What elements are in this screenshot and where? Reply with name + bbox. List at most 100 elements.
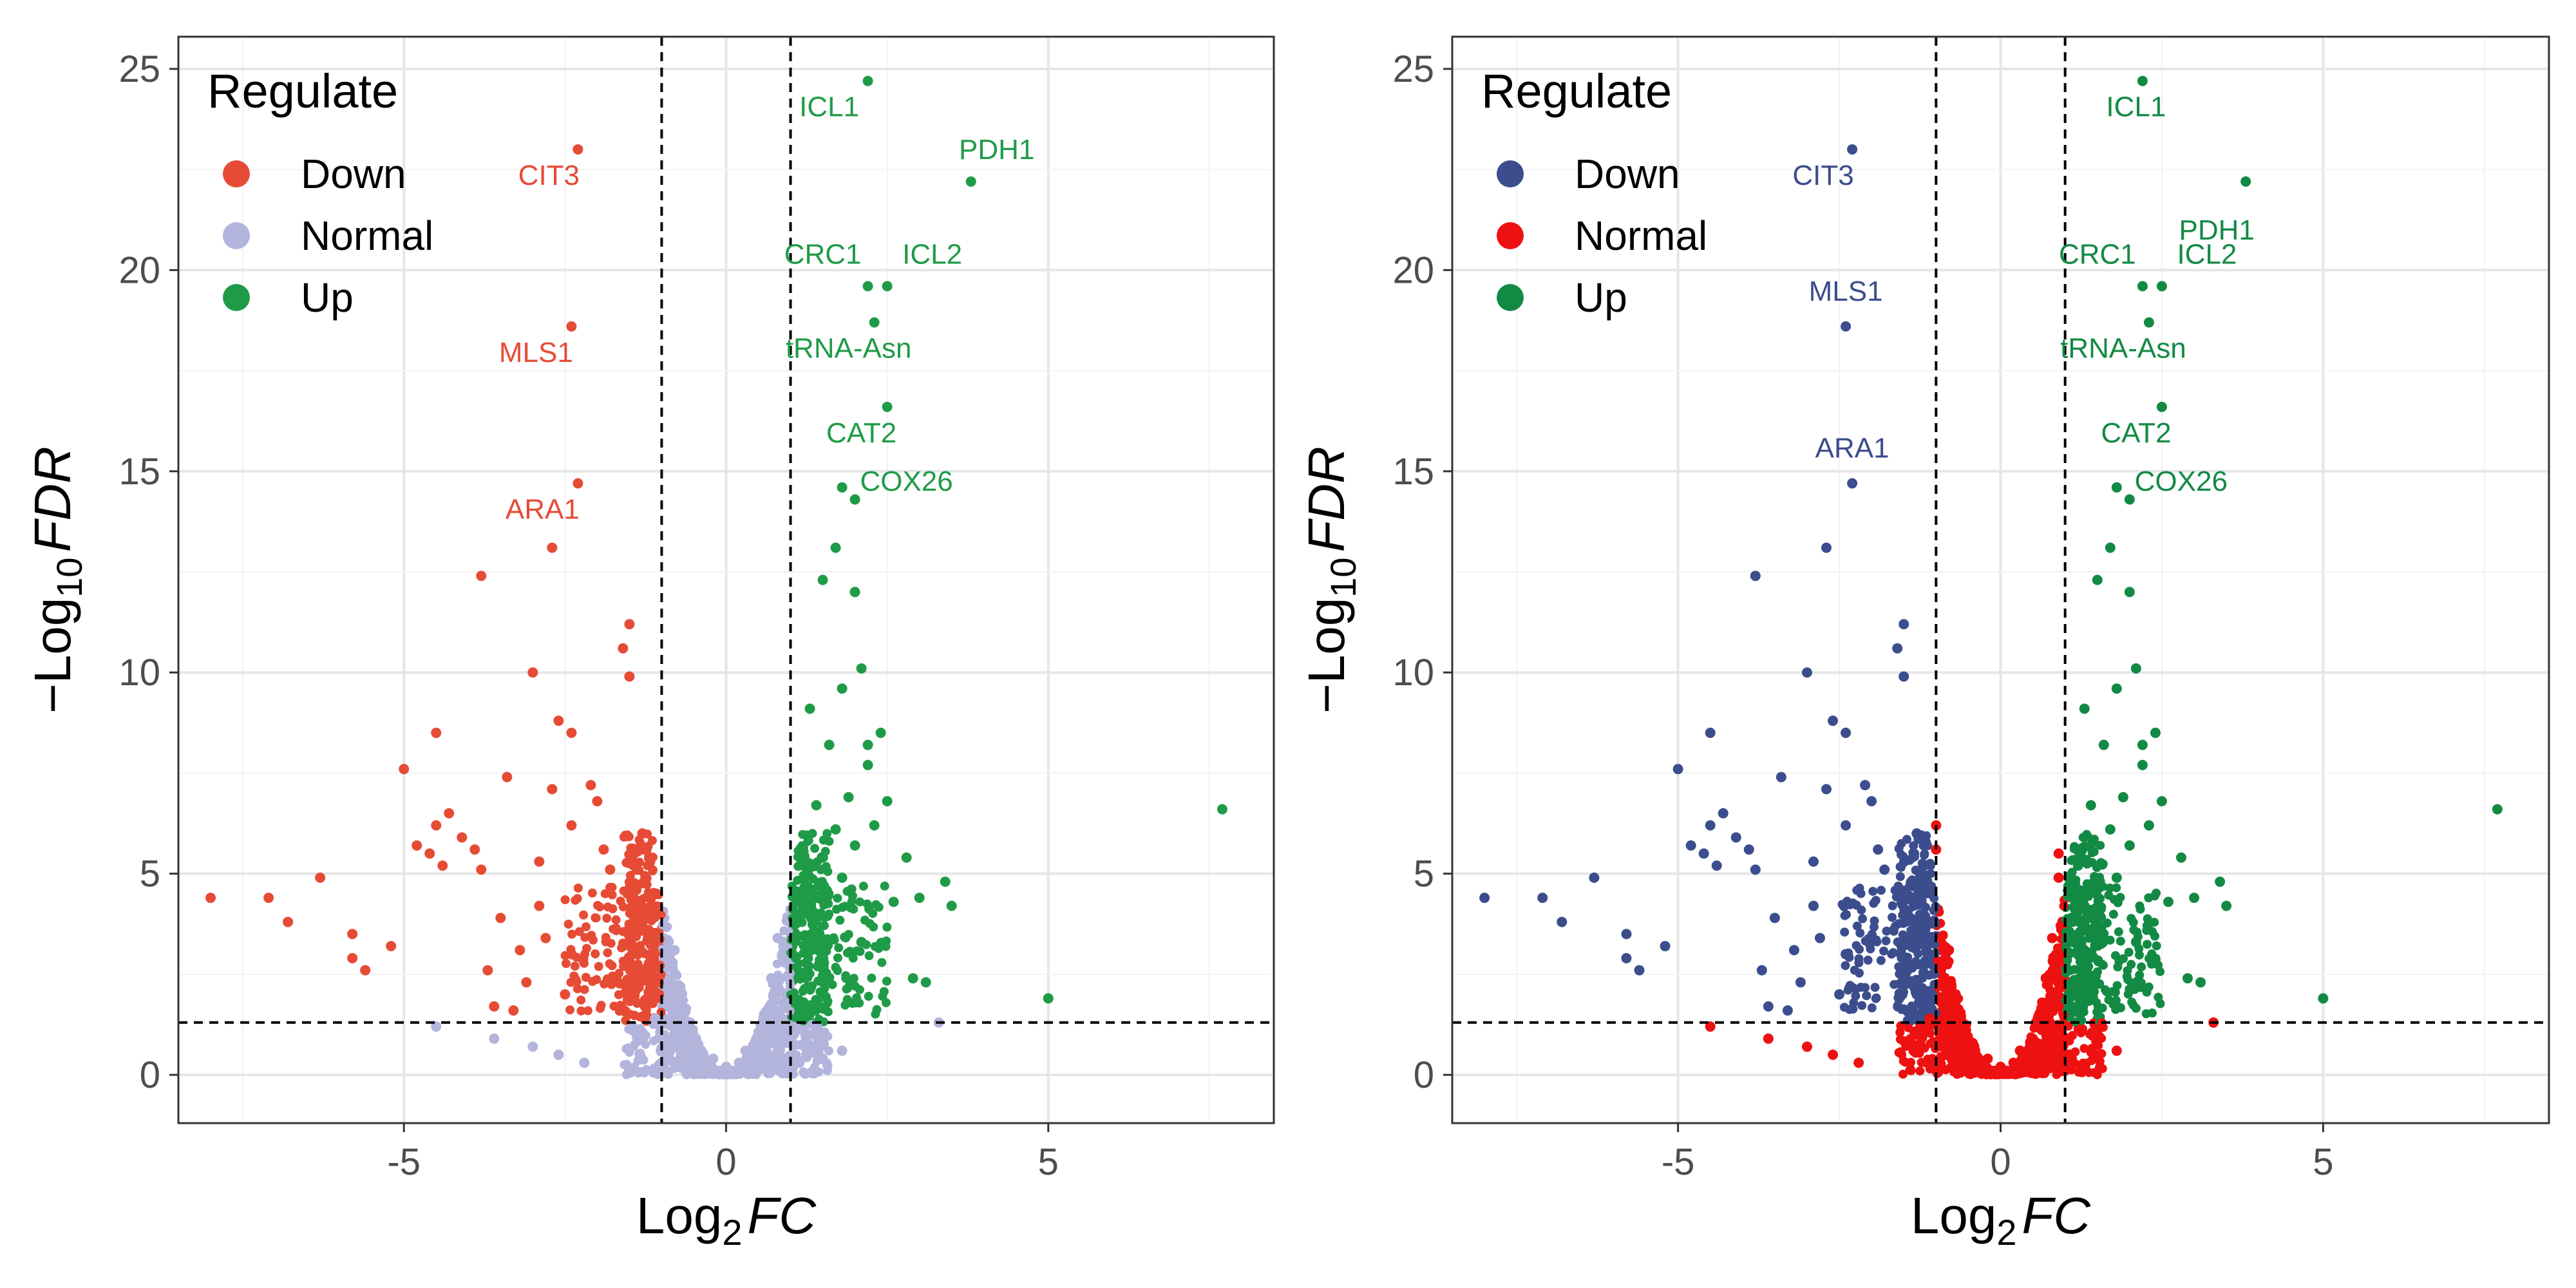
up-point <box>2156 796 2167 807</box>
normal-point <box>1931 844 1942 855</box>
up-point <box>2137 759 2148 770</box>
down-point <box>1917 991 1927 1001</box>
up-point <box>881 942 891 951</box>
up-point <box>2087 848 2097 858</box>
down-point <box>1855 928 1865 938</box>
normal-point <box>2045 985 2055 994</box>
down-point <box>631 949 641 958</box>
down-point <box>1895 949 1905 958</box>
y-tick-label: 25 <box>118 48 160 90</box>
up-point <box>867 973 876 983</box>
down-point <box>1589 872 1600 883</box>
normal-point <box>681 1061 690 1071</box>
down-point <box>1905 856 1915 866</box>
down-point <box>1891 892 1901 902</box>
up-point <box>2087 858 2097 867</box>
up-point <box>2240 176 2251 187</box>
down-point <box>1808 856 1819 867</box>
normal-point <box>2043 999 2053 1009</box>
normal-point <box>431 1021 442 1032</box>
down-point <box>614 990 623 999</box>
down-point <box>547 784 558 795</box>
down-point <box>624 619 635 630</box>
up-point <box>849 904 858 914</box>
down-point <box>1815 933 1826 943</box>
down-point <box>646 901 656 911</box>
up-point <box>882 922 892 932</box>
normal-point <box>1923 1054 1933 1064</box>
up-point <box>819 921 829 931</box>
down-point <box>652 987 661 997</box>
up-point <box>799 1016 808 1026</box>
down-point <box>1801 667 1812 678</box>
up-point <box>2070 965 2079 974</box>
up-point <box>2079 703 2090 714</box>
up-point <box>2061 927 2070 937</box>
up-point <box>811 916 821 926</box>
normal-point <box>766 1069 775 1079</box>
down-point <box>1879 864 1890 875</box>
gene-label-crc1: CRC1 <box>2059 238 2136 270</box>
normal-point <box>2027 1033 2038 1044</box>
x-tick-label: 5 <box>1038 1141 1059 1183</box>
normal-point <box>782 1069 791 1079</box>
up-point <box>840 1000 850 1010</box>
down-point <box>631 997 641 1007</box>
gene-label-ara1: ARA1 <box>506 494 580 526</box>
normal-point <box>775 976 784 986</box>
normal-point <box>1933 956 1942 965</box>
normal-point <box>777 988 786 998</box>
x-tick-label: -5 <box>387 1141 421 1183</box>
up-point <box>2152 888 2161 898</box>
normal-point <box>639 1068 649 1078</box>
down-point <box>1750 571 1761 582</box>
up-point <box>2080 919 2090 929</box>
down-point <box>565 1005 575 1015</box>
down-point <box>476 571 487 582</box>
down-point <box>649 945 659 955</box>
down-point <box>625 852 635 862</box>
y-title-var: FDR <box>1298 446 1355 552</box>
normal-point <box>2043 1041 2053 1050</box>
down-point <box>1900 961 1910 971</box>
y-tick-label: 10 <box>1392 652 1434 694</box>
gene-label-icl2: ICL2 <box>902 238 962 270</box>
down-point <box>628 940 638 950</box>
normal-point <box>1763 1033 1774 1044</box>
down-point <box>1672 764 1683 775</box>
up-point <box>804 836 813 846</box>
down-point <box>633 959 643 969</box>
up-point <box>2126 914 2136 923</box>
normal-point <box>2059 901 2069 911</box>
down-point <box>576 1006 586 1016</box>
volcano-panel-2: ICL1 PDH1 CRC1 ICL2 tRNA-Asn CAT2 COX26 CIT3 MLS… <box>1298 35 2550 1253</box>
normal-point <box>2047 933 2058 943</box>
down-point <box>1705 820 1716 831</box>
down-point <box>1621 952 1632 963</box>
up-point <box>798 860 809 871</box>
up-point <box>2132 927 2142 937</box>
down-point <box>1711 860 1722 871</box>
up-point <box>799 997 809 1007</box>
down-point <box>573 984 582 994</box>
normal-point <box>821 1032 831 1041</box>
up-point <box>2079 945 2090 956</box>
up-point <box>817 574 828 585</box>
down-point <box>1920 929 1930 938</box>
up-point <box>820 983 829 993</box>
up-point <box>832 904 842 914</box>
down-point <box>1850 965 1859 975</box>
down-point <box>547 542 558 553</box>
normal-point <box>2054 1060 2063 1070</box>
down-point <box>1914 928 1924 938</box>
up-point <box>875 727 886 738</box>
up-point <box>841 971 851 981</box>
down-point <box>1895 872 1905 882</box>
down-point <box>482 965 493 976</box>
up-point <box>914 893 925 904</box>
y-axis-title: −Log10 FDR <box>24 446 90 714</box>
up-point <box>2318 993 2329 1004</box>
normal-point <box>799 1067 808 1077</box>
up-point <box>2092 926 2101 936</box>
up-point <box>880 881 889 891</box>
